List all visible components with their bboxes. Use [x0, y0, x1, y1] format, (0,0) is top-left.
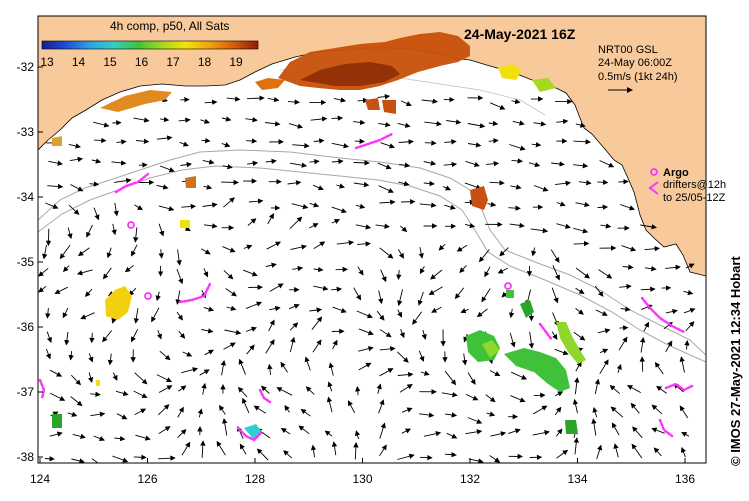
latitude-tick-label: -38 — [17, 450, 35, 464]
longitude-tick-label: 136 — [675, 472, 695, 486]
current-vector-arrow — [619, 181, 628, 182]
colorbar-tick-label: 15 — [103, 55, 117, 69]
product-line-1: NRT00 GSL — [598, 44, 658, 56]
colorbar-title: 4h comp, p50, All Sats — [110, 19, 229, 33]
current-vector-arrow — [420, 457, 432, 458]
longitude-tick-label: 124 — [30, 472, 50, 486]
colorbar-ramp — [42, 41, 258, 49]
latitude-tick-label: -37 — [17, 385, 35, 399]
product-line-2: 24-May 06:00Z — [598, 57, 672, 69]
current-vector-arrow — [598, 207, 608, 208]
colorbar-tick-label: 14 — [72, 55, 86, 69]
colorbar-tick-label: 19 — [229, 55, 243, 69]
colorbar-tick-label: 13 — [40, 55, 54, 69]
longitude-tick-label: 130 — [352, 472, 372, 486]
current-vector-arrow — [92, 333, 93, 343]
current-vector-arrow — [642, 357, 643, 372]
colorbar-tick-label: 18 — [198, 55, 212, 69]
longitude-tick-label: 126 — [137, 472, 157, 486]
sst-patch-mid — [96, 380, 100, 386]
latitude-tick-label: -35 — [17, 255, 35, 269]
longitude-tick-label: 132 — [460, 472, 480, 486]
colorbar-tick-label: 17 — [166, 55, 180, 69]
longitude-tick-label: 128 — [245, 472, 265, 486]
latitude-tick-label: -32 — [17, 60, 35, 74]
sst-patch-cool — [565, 420, 578, 434]
sst-patch-warm — [185, 176, 196, 188]
latitude-tick-label: -36 — [17, 320, 35, 334]
imos-credit: © IMOS 27-May-2021 12:34 Hobart — [728, 256, 743, 466]
current-vector-arrow — [534, 395, 545, 396]
map-title: 24-May-2021 16Z — [464, 26, 576, 42]
sst-patch-warm — [382, 100, 396, 114]
colorbar-tick-label: 16 — [135, 55, 149, 69]
latitude-tick-label: -34 — [17, 190, 35, 204]
argo-legend-label: Argo — [663, 167, 689, 179]
current-vector-arrow — [619, 328, 627, 329]
current-vector-arrow — [134, 457, 146, 458]
latitude-tick-label: -33 — [17, 125, 35, 139]
current-vector-arrow — [246, 141, 256, 142]
drifter-legend-line-2: to 25/05-12Z — [663, 192, 726, 204]
sst-patch-cool — [52, 414, 62, 428]
sst-patch-cool — [506, 290, 514, 298]
longitude-tick-label: 134 — [567, 472, 587, 486]
drifter-legend-line-1: drifters@12h — [663, 179, 726, 191]
current-vector-arrow — [45, 459, 54, 460]
current-vector-arrow — [354, 163, 369, 164]
product-line-3: 0.5m/s (1kt 24h) — [598, 71, 677, 83]
current-vector-arrow — [425, 143, 436, 144]
sst-patch-mid — [180, 220, 190, 228]
current-vector-arrow — [94, 140, 106, 141]
